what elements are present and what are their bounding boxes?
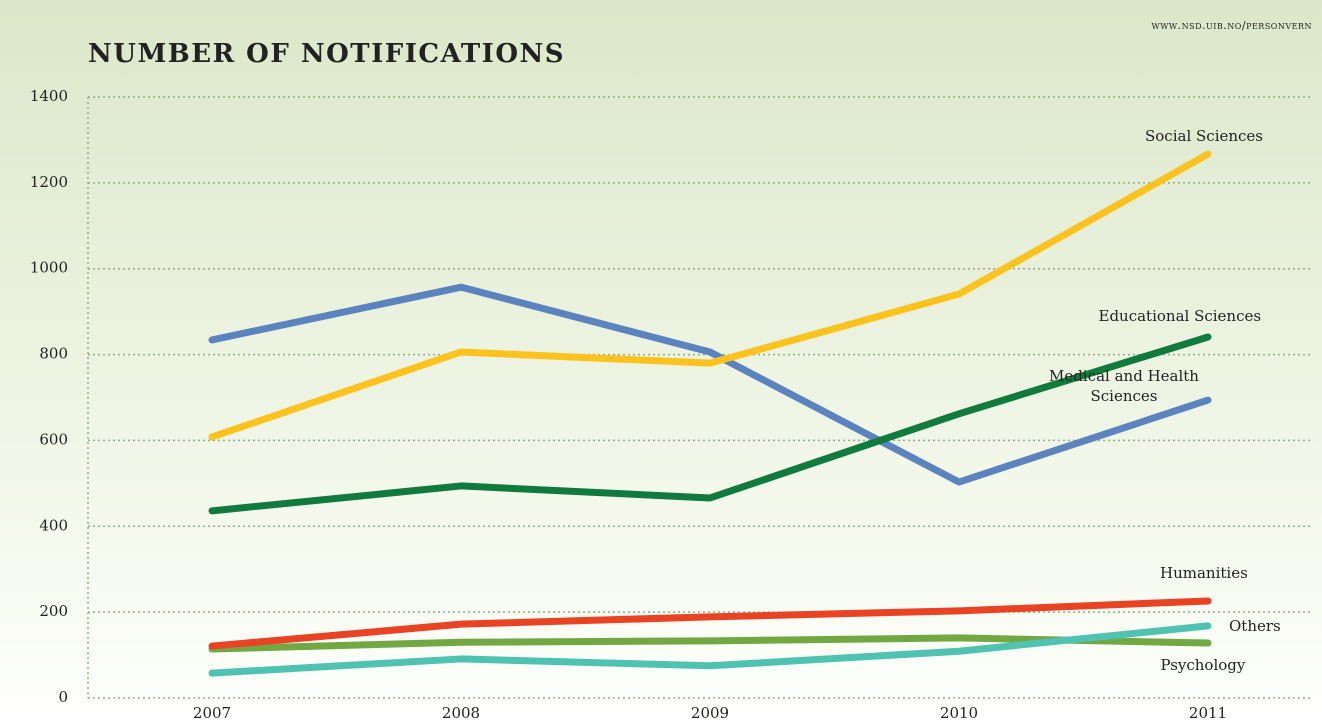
series-label: Psychology <box>1160 656 1246 675</box>
series-label: Others <box>1229 616 1281 635</box>
chart-title: NUMBER OF NOTIFICATIONS <box>88 39 565 69</box>
x-tick-label: 2008 <box>442 704 480 722</box>
series-line <box>208 597 1212 650</box>
x-tick-label: 2010 <box>940 704 978 722</box>
y-tick-label: 1400 <box>30 87 68 105</box>
y-tick-label: 400 <box>39 516 68 534</box>
x-tick-label: 2007 <box>193 704 231 722</box>
x-tick-label: 2009 <box>691 704 729 722</box>
y-tick-label: 800 <box>39 345 68 363</box>
y-tick-label: 1000 <box>30 259 68 277</box>
y-tick-label: 200 <box>39 602 68 620</box>
source: www.nsd.uib.no/personvern <box>1151 19 1312 32</box>
series-line <box>208 333 1212 515</box>
y-tick-label: 1200 <box>30 173 68 191</box>
series-label: Social Sciences <box>1145 127 1264 146</box>
series-label: Educational Sciences <box>1098 306 1262 325</box>
series-line <box>208 150 1212 441</box>
series-line <box>208 622 1212 677</box>
series-line <box>208 283 1212 486</box>
y-tick-label: 0 <box>58 688 68 706</box>
series-label: Medical and Health Sciences <box>1049 367 1199 406</box>
y-tick-label: 600 <box>39 430 68 448</box>
x-tick-label: 2011 <box>1189 704 1227 722</box>
series-label: Humanities <box>1160 563 1248 582</box>
